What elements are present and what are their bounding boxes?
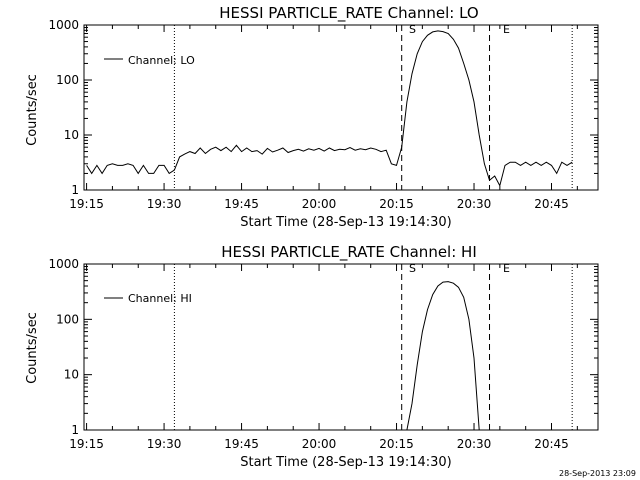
marker-label-end: E — [503, 262, 510, 275]
y-tick-label: 10 — [64, 368, 79, 382]
y-tick-label: 1 — [71, 183, 79, 197]
legend-entry-label: Channel: HI — [128, 292, 192, 305]
y-axis-label: Counts/sec — [25, 312, 40, 384]
marker-label-start: S — [409, 262, 416, 275]
series-line — [406, 281, 480, 431]
x-tick-label: 20:15 — [379, 197, 414, 211]
y-tick-label: 1000 — [48, 18, 79, 32]
x-tick-label: 20:00 — [302, 197, 337, 211]
marker-label-start: S — [409, 23, 416, 36]
y-tick-label: 1000 — [48, 257, 79, 271]
y-tick-label: 100 — [56, 73, 79, 87]
x-axis-label: Start Time (28-Sep-13 19:14:30) — [240, 455, 451, 470]
x-tick-label: 20:45 — [534, 437, 569, 451]
x-tick-label: 20:30 — [457, 437, 492, 451]
marker-label-end: E — [503, 23, 510, 36]
legend-entry-label: Channel: LO — [128, 54, 195, 67]
series-line — [86, 30, 573, 187]
plot-frame — [83, 24, 599, 191]
x-tick-label: 19:45 — [224, 437, 259, 451]
x-tick-label: 19:15 — [69, 197, 104, 211]
x-tick-label: 20:45 — [534, 197, 569, 211]
x-tick-label: 19:30 — [147, 197, 182, 211]
chart-title: HESSI PARTICLE_RATE Channel: HI — [221, 243, 477, 262]
x-tick-label: 19:45 — [224, 197, 259, 211]
y-tick-label: 10 — [64, 128, 79, 142]
x-tick-label: 20:30 — [457, 197, 492, 211]
x-tick-label: 20:15 — [379, 437, 414, 451]
footer-timestamp: 28-Sep-2013 23:09 — [559, 469, 636, 478]
x-tick-label: 19:15 — [69, 437, 104, 451]
panel-lo: HESSI PARTICLE_RATE Channel: LO Counts/s… — [25, 4, 599, 230]
y-tick-label: 1 — [71, 423, 79, 437]
x-tick-label: 20:00 — [302, 437, 337, 451]
x-axis-label: Start Time (28-Sep-13 19:14:30) — [240, 215, 451, 230]
x-tick-label: 19:30 — [147, 437, 182, 451]
y-axis-label: Counts/sec — [25, 74, 40, 146]
panel-hi: HESSI PARTICLE_RATE Channel: HI Counts/s… — [25, 243, 599, 470]
y-tick-label: 100 — [56, 312, 79, 326]
chart-title: HESSI PARTICLE_RATE Channel: LO — [219, 4, 478, 23]
plot-frame — [83, 263, 599, 431]
